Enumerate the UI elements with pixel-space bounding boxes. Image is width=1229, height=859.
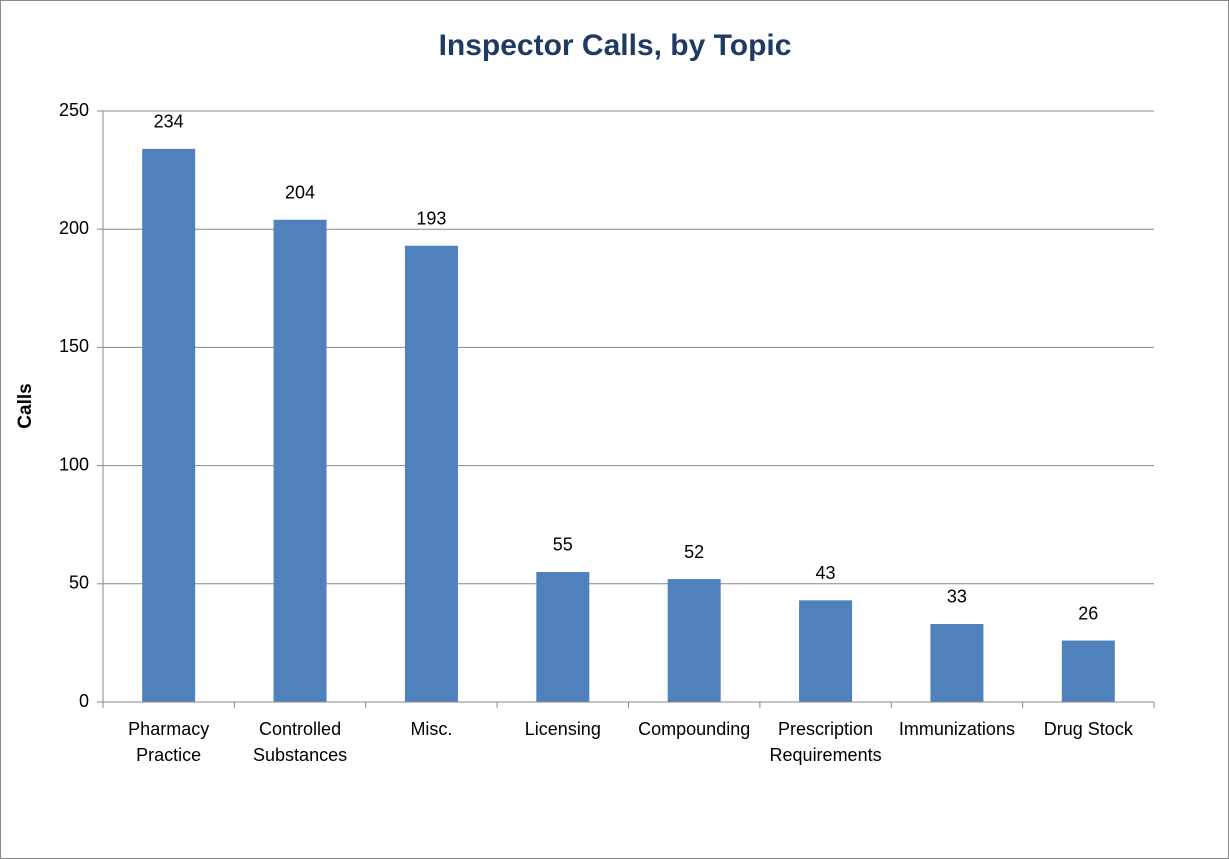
x-tick-label-line: Substances bbox=[253, 745, 347, 765]
x-tick-label: Drug Stock bbox=[1044, 719, 1134, 739]
x-tick-label: Prescription Requirements bbox=[770, 719, 882, 765]
bar bbox=[404, 245, 458, 703]
data-label: 193 bbox=[416, 208, 446, 228]
bar bbox=[273, 219, 327, 702]
x-tick-label-line: Prescription bbox=[778, 719, 873, 739]
x-tick-label-line: Pharmacy bbox=[128, 719, 209, 739]
data-label: 204 bbox=[285, 182, 315, 202]
y-tick-label: 100 bbox=[59, 454, 89, 474]
x-tick-label-line: Practice bbox=[136, 745, 201, 765]
x-tick-label: Immunizations bbox=[899, 719, 1015, 739]
data-label: 55 bbox=[553, 535, 573, 555]
y-axis-label: Calls bbox=[15, 383, 36, 428]
y-tick-label: 0 bbox=[79, 691, 89, 711]
data-label: 43 bbox=[816, 563, 836, 583]
x-tick-label: Controlled Substances bbox=[253, 719, 347, 765]
bar bbox=[667, 579, 721, 702]
x-tick-label: Misc. bbox=[410, 719, 452, 739]
x-tick-label-line: Controlled bbox=[259, 719, 341, 739]
bar bbox=[1061, 640, 1115, 702]
bar bbox=[142, 148, 196, 703]
data-label: 33 bbox=[947, 587, 967, 607]
data-label: 52 bbox=[684, 542, 704, 562]
data-label: 26 bbox=[1078, 603, 1098, 623]
x-tick-label: Compounding bbox=[638, 719, 750, 739]
y-tick-label: 200 bbox=[59, 218, 89, 238]
bar bbox=[930, 623, 984, 702]
bar bbox=[799, 600, 853, 702]
y-tick-label: 150 bbox=[59, 336, 89, 356]
chart-title: Inspector Calls, by Topic bbox=[439, 29, 792, 62]
x-tick-label-line: Requirements bbox=[770, 745, 882, 765]
y-tick-label: 50 bbox=[69, 573, 89, 593]
x-tick-label: Licensing bbox=[525, 719, 601, 739]
bar bbox=[536, 571, 590, 702]
x-tick-label: Pharmacy Practice bbox=[128, 719, 209, 765]
data-label: 234 bbox=[154, 112, 184, 132]
y-tick-label: 250 bbox=[59, 100, 89, 120]
